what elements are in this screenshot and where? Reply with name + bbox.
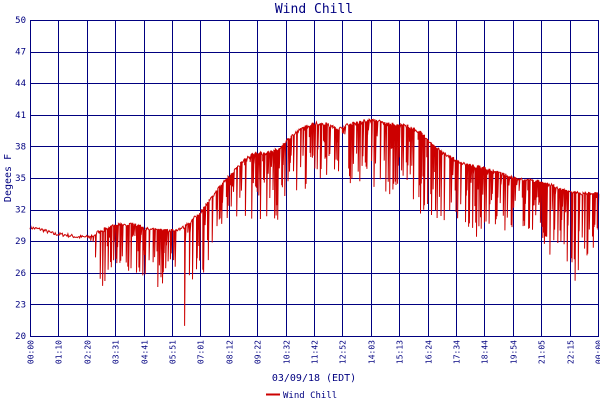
x-tick-label: 05:51	[169, 340, 178, 364]
series-line-wind-chill	[29, 117, 600, 326]
x-tick-label: 14:03	[368, 340, 377, 364]
x-tick-label: 08:12	[226, 340, 235, 364]
y-tick-label: 44	[15, 79, 26, 89]
y-tick-label: 23	[15, 300, 26, 310]
y-tick-label: 35	[15, 174, 26, 184]
x-tick-label: 04:41	[141, 340, 150, 364]
x-tick-label: 19:54	[510, 340, 519, 364]
x-tick-labels: 00:00 01:10 02:20 03:31 04:41 05:51 07:01 08:12…	[27, 340, 600, 364]
y-tick-label: 26	[15, 269, 26, 279]
x-tick-label: 18:44	[481, 340, 490, 364]
y-tick-label: 38	[15, 142, 26, 152]
x-tick-label: 11:42	[311, 340, 320, 364]
y-tick-label: 41	[15, 111, 26, 121]
x-tick-label: 17:34	[453, 340, 462, 364]
x-tick-label: 00:00	[27, 340, 36, 364]
y-tick-label: 20	[15, 332, 26, 342]
y-tick-label: 50	[15, 16, 26, 26]
x-tick-label: 09:22	[254, 340, 263, 364]
x-tick-label: 01:10	[55, 340, 64, 364]
x-tick-label: 03:31	[112, 340, 121, 364]
y-tick-label: 29	[15, 237, 26, 247]
chart-title: Wind Chill	[275, 2, 353, 17]
x-tick-label: 02:20	[84, 340, 93, 364]
x-axis-label: 03/09/18 (EDT)	[272, 373, 356, 384]
legend: Wind Chill	[266, 391, 337, 400]
x-tick-label: 07:01	[197, 340, 206, 364]
x-tick-label: 22:15	[567, 340, 576, 364]
x-tick-label: 15:13	[396, 340, 405, 364]
x-tick-label: 21:05	[538, 340, 547, 364]
series-wind-chill	[29, 117, 600, 326]
plot-frame	[30, 20, 599, 337]
y-tick-label: 47	[15, 48, 26, 58]
y-axis-label: Degees F	[3, 154, 14, 202]
y-tick-labels: 20 23 26 29 32 35 38 41 44 47 50	[15, 16, 26, 342]
x-tick-label: 16:24	[425, 340, 434, 364]
x-tick-label: 12:52	[339, 340, 348, 364]
x-tick-label: 10:32	[283, 340, 292, 364]
y-tick-label: 32	[15, 206, 26, 216]
x-tick-label: 00:00	[595, 340, 600, 364]
legend-label: Wind Chill	[283, 391, 337, 400]
